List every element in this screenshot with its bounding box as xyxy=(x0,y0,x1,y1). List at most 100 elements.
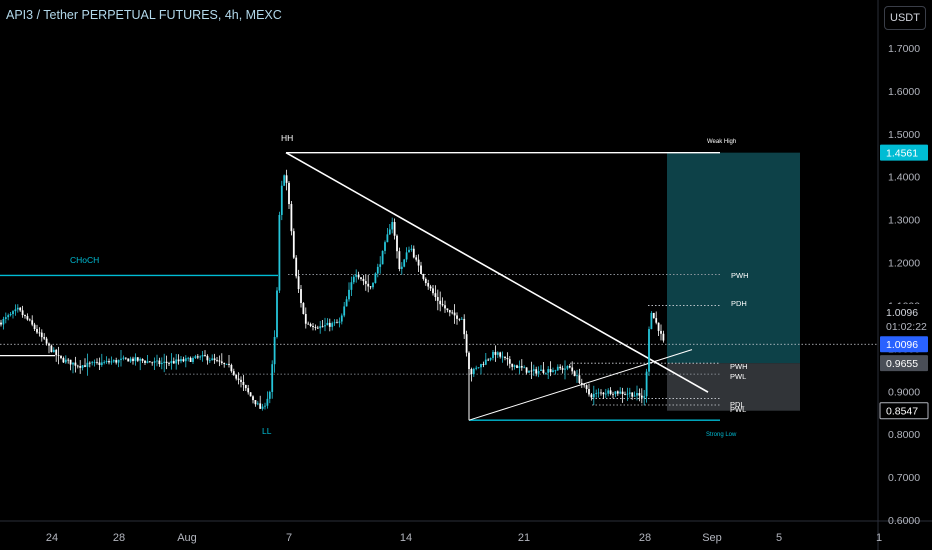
candle-body xyxy=(444,305,446,309)
candle-body xyxy=(415,257,418,260)
candle-body xyxy=(192,358,194,362)
candle-body xyxy=(292,231,295,258)
candle-body xyxy=(184,358,187,362)
candle-body xyxy=(422,274,425,279)
candle-body xyxy=(60,355,62,359)
strong-low-label: Strong Low xyxy=(706,432,737,438)
candle-body xyxy=(652,312,655,319)
candle-body xyxy=(340,315,343,322)
candle-body xyxy=(348,289,350,300)
candle-body xyxy=(616,391,619,394)
candle-body xyxy=(153,361,156,363)
candle-body xyxy=(427,283,430,287)
chart-title: API3 / Tether PERPETUAL FUTURES, 4h, MEX… xyxy=(6,8,282,22)
candle-body xyxy=(568,366,571,368)
candle-body xyxy=(112,360,115,362)
candle-body xyxy=(74,362,77,366)
candle-body xyxy=(196,356,199,358)
candle-body xyxy=(508,359,511,364)
candle-body xyxy=(31,320,34,325)
candle-body xyxy=(84,365,86,367)
candle-body xyxy=(180,359,182,362)
candle-body xyxy=(69,359,72,365)
candle-body xyxy=(626,393,629,395)
candle-body xyxy=(235,374,238,379)
candle-body xyxy=(580,383,583,385)
candle-body xyxy=(120,358,122,360)
candle-body xyxy=(14,309,17,312)
x-tick-label: 7 xyxy=(286,532,292,544)
candle-body xyxy=(393,222,396,236)
candle-body xyxy=(523,367,526,369)
last-price-tag-text: 1.0096 xyxy=(886,307,918,319)
candle-body xyxy=(525,367,528,373)
candle-body xyxy=(436,297,439,301)
candle-body xyxy=(453,312,456,316)
candle-body xyxy=(636,393,638,396)
candle-body xyxy=(396,235,398,252)
candle-body xyxy=(151,362,154,364)
candle-body xyxy=(302,302,305,315)
candle-body xyxy=(600,392,602,394)
candle-body xyxy=(559,366,562,369)
x-tick-label: Aug xyxy=(177,532,197,544)
candle-body xyxy=(388,229,391,235)
candle-body xyxy=(240,379,242,382)
currency-button[interactable]: USDT xyxy=(884,6,926,30)
candle-body xyxy=(146,361,149,363)
candle-body xyxy=(45,338,48,344)
ll-price-tag-text: 0.8547 xyxy=(886,406,918,418)
candle-body xyxy=(0,322,2,325)
entry-price-tag-box xyxy=(880,355,928,372)
candle-body xyxy=(451,312,454,314)
candle-body xyxy=(372,282,374,288)
candle-body xyxy=(4,317,7,320)
candle-body xyxy=(544,372,547,374)
x-tick-label: 24 xyxy=(46,532,58,544)
candle-body xyxy=(477,367,480,369)
x-tick-label: 5 xyxy=(776,532,782,544)
candle-body xyxy=(640,395,643,398)
candle-body xyxy=(72,362,74,365)
candle-body xyxy=(417,259,420,266)
candle-body xyxy=(547,369,550,373)
pwl2-label: PWL xyxy=(730,405,746,414)
candle-body xyxy=(357,274,360,278)
candle-body xyxy=(182,359,185,362)
x-tick-label: 1 xyxy=(876,532,882,544)
candle-body xyxy=(230,364,233,372)
candle-body xyxy=(355,274,358,277)
candle-body xyxy=(295,257,298,277)
candle-body xyxy=(633,395,636,397)
y-tick-label: 0.6000 xyxy=(888,515,920,527)
candle-body xyxy=(484,359,487,365)
candle-body xyxy=(384,242,386,251)
candle-body xyxy=(57,355,60,357)
candle-body xyxy=(319,326,322,329)
pdh-label: PDH xyxy=(731,299,747,308)
candle-body xyxy=(331,323,334,327)
candle-body xyxy=(501,356,504,358)
hh-price-tag-text: 1.4561 xyxy=(886,148,918,160)
candle-body xyxy=(247,388,250,393)
candle-body xyxy=(208,360,211,362)
candle-body xyxy=(172,361,175,364)
x-tick-label: Sep xyxy=(702,532,722,544)
candle-body xyxy=(549,369,552,373)
candle-body xyxy=(374,273,377,283)
candle-body xyxy=(631,392,634,397)
stop-zone xyxy=(667,363,800,411)
candle-body xyxy=(244,384,247,389)
candle-body xyxy=(408,249,410,253)
candle-body xyxy=(278,214,281,291)
candle-body xyxy=(300,289,302,303)
candle-body xyxy=(513,365,516,367)
candle-body xyxy=(206,355,209,361)
candle-body xyxy=(386,234,389,243)
y-tick-label: 0.8000 xyxy=(888,429,920,441)
candle-body xyxy=(604,393,607,395)
candle-body xyxy=(28,319,31,321)
candle-body xyxy=(607,390,610,394)
hh-price-tag-box xyxy=(880,144,928,161)
